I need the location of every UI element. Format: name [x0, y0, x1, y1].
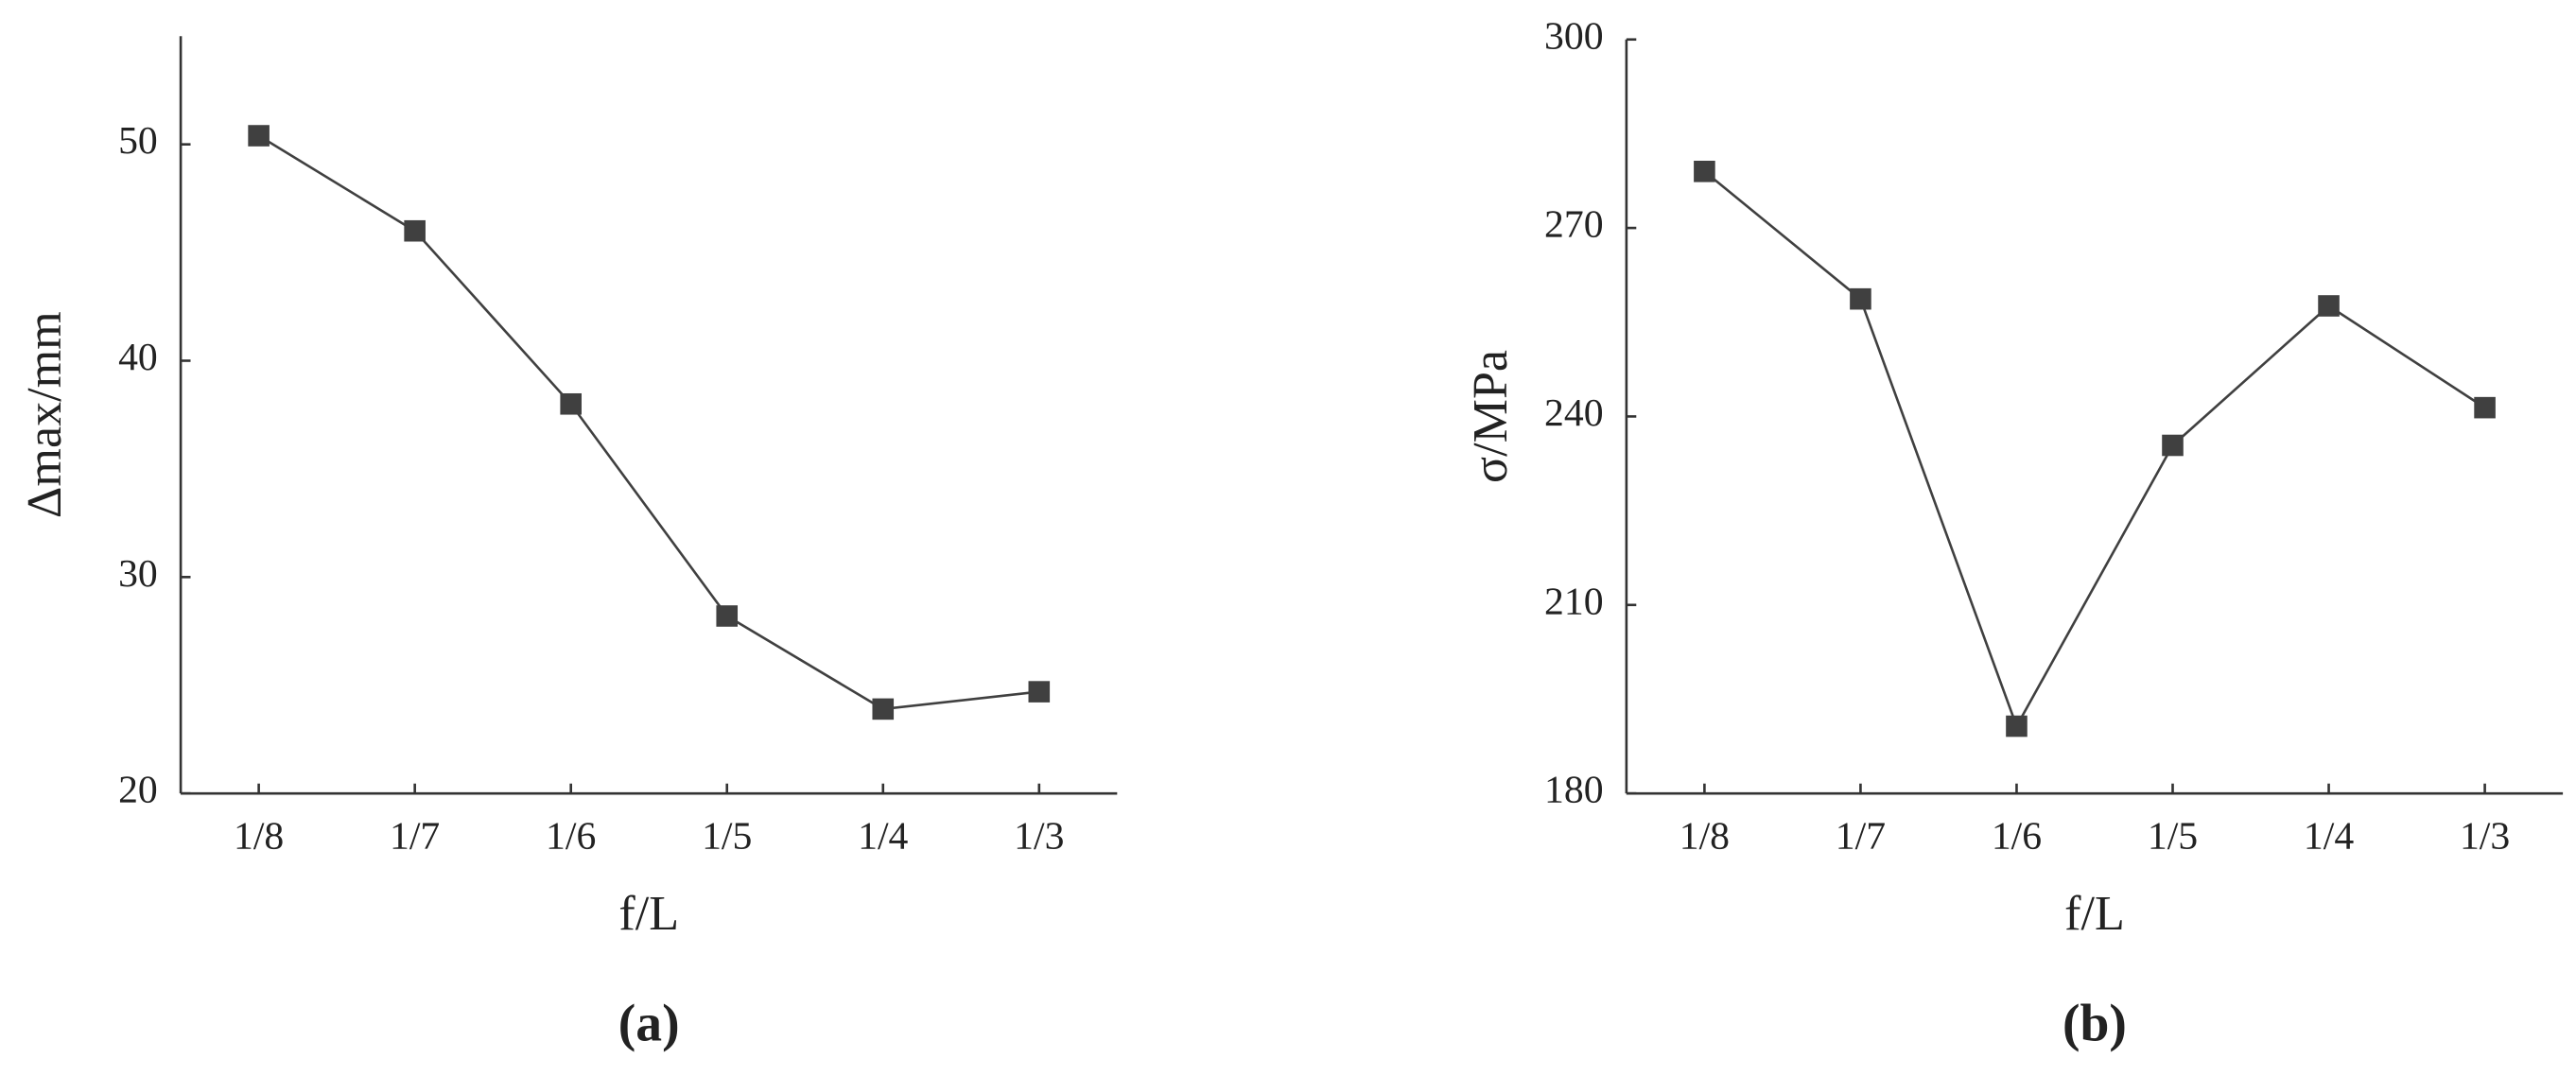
x-tick-label: 1/7 — [1836, 814, 1886, 858]
x-tick-label: 1/6 — [1992, 814, 2042, 858]
x-tick-label: 1/6 — [546, 814, 596, 858]
y-tick-label: 30 — [118, 552, 158, 596]
y-tick-label: 270 — [1544, 203, 1604, 247]
x-tick-label: 1/4 — [2304, 814, 2354, 858]
y-tick-label: 210 — [1544, 580, 1604, 623]
data-marker — [872, 698, 895, 720]
data-marker — [1694, 160, 1715, 182]
x-tick-label: 1/4 — [858, 814, 908, 858]
y-tick-label: 40 — [118, 336, 158, 379]
x-tick-label: 1/7 — [390, 814, 440, 858]
panel-label: (b) — [2063, 994, 2127, 1052]
y-axis-title: σ/MPa — [1464, 350, 1518, 483]
x-tick-label: 1/5 — [702, 814, 752, 858]
data-marker — [1028, 681, 1051, 703]
data-line — [1703, 170, 2486, 730]
x-tick-label: 1/3 — [1014, 814, 1064, 858]
y-axis-title: Δmax/mm — [18, 311, 72, 518]
x-axis-title: f/L — [618, 887, 679, 941]
data-marker — [2162, 434, 2184, 457]
data-marker — [2474, 396, 2496, 419]
data-marker — [560, 392, 582, 415]
data-marker — [716, 605, 739, 627]
data-marker — [404, 219, 426, 242]
panel-label: (a) — [618, 994, 680, 1052]
x-tick-label: 1/8 — [234, 814, 284, 858]
data-marker — [1850, 287, 1871, 310]
x-axis-title: f/L — [2064, 887, 2125, 941]
data-marker — [2006, 715, 2028, 738]
y-tick-label: 300 — [1544, 14, 1604, 58]
y-tick-label: 20 — [118, 769, 158, 812]
x-tick-label: 1/8 — [1680, 814, 1730, 858]
x-tick-label: 1/5 — [2148, 814, 2198, 858]
x-tick-label: 1/3 — [2460, 814, 2510, 858]
data-marker — [248, 125, 270, 147]
y-tick-label: 50 — [118, 119, 158, 163]
data-marker — [2318, 295, 2340, 317]
y-tick-label: 240 — [1544, 391, 1604, 435]
data-line — [257, 134, 1039, 711]
y-tick-label: 180 — [1544, 769, 1604, 812]
